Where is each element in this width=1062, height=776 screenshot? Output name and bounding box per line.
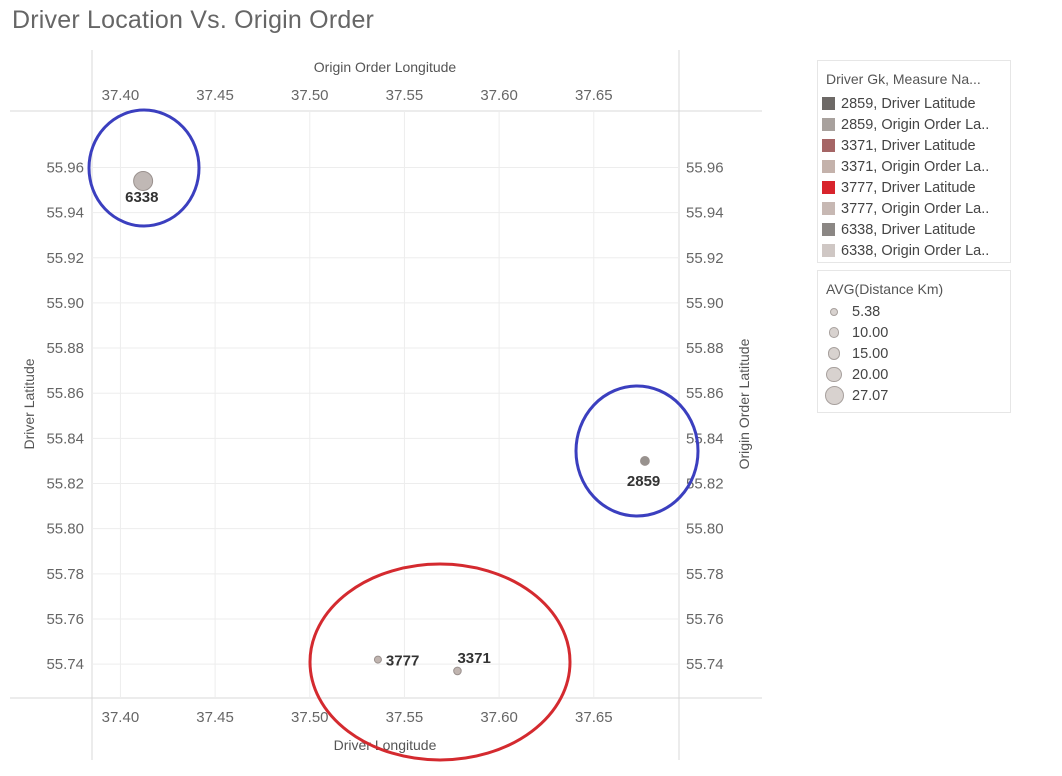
data-label-3371: 3371 [457, 650, 490, 667]
size-legend-label: 20.00 [852, 366, 889, 383]
size-legend-dot [830, 307, 838, 316]
y-tick-label: 55.86 [46, 385, 84, 402]
size-legend-item[interactable]: 10.00 [818, 322, 1010, 343]
y-axis-title: Driver Latitude [21, 358, 37, 449]
y-tick-label: 55.84 [46, 430, 84, 447]
color-legend-label: 3371, Origin Order La.. [841, 158, 990, 175]
y-tick-label: 55.96 [46, 159, 84, 176]
size-legend-dot [827, 347, 841, 360]
color-legend-item[interactable]: 3777, Origin Order La.. [818, 198, 1010, 219]
data-point-2859[interactable] [640, 456, 650, 466]
y-tick-label: 55.90 [46, 295, 84, 312]
color-legend-title: Driver Gk, Measure Na... [826, 71, 981, 87]
size-legend-item[interactable]: 15.00 [818, 343, 1010, 364]
y2-tick-label: 55.90 [686, 295, 724, 312]
y-tick-label: 55.74 [46, 656, 84, 673]
data-label-2859: 2859 [627, 473, 660, 490]
y2-axis-title: Origin Order Latitude [736, 338, 752, 469]
size-legend-label: 10.00 [852, 324, 889, 341]
color-legend-label: 3777, Driver Latitude [841, 179, 976, 196]
data-point-3777[interactable] [373, 655, 382, 664]
color-legend-item[interactable]: 3371, Driver Latitude [818, 135, 1010, 156]
size-legend-item[interactable]: 5.38 [818, 301, 1010, 322]
x-axis-title: Driver Longitude [334, 737, 437, 753]
size-legend-label: 5.38 [852, 303, 881, 320]
x2-tick-label: 37.40 [102, 87, 140, 104]
color-legend-label: 6338, Driver Latitude [841, 221, 976, 238]
y2-tick-label: 55.94 [686, 205, 724, 222]
x-tick-label: 37.65 [575, 709, 613, 726]
size-legend-item[interactable]: 20.00 [818, 364, 1010, 385]
color-legend-item[interactable]: 2859, Driver Latitude [818, 93, 1010, 114]
data-point-3371[interactable] [453, 666, 462, 676]
color-legend-item[interactable]: 3777, Driver Latitude [818, 177, 1010, 198]
chart-title: Driver Location Vs. Origin Order [12, 6, 375, 34]
y2-tick-label: 55.86 [686, 385, 724, 402]
y2-tick-label: 55.74 [686, 656, 724, 673]
y2-tick-label: 55.92 [686, 250, 724, 267]
y-tick-label: 55.88 [46, 340, 84, 357]
x2-tick-label: 37.50 [291, 87, 329, 104]
legend-swatch [822, 97, 835, 110]
y-tick-label: 55.80 [46, 521, 84, 538]
y2-tick-label: 55.78 [686, 566, 724, 583]
y-tick-label: 55.94 [46, 205, 84, 222]
x-tick-label: 37.50 [291, 709, 329, 726]
color-legend-item[interactable]: 6338, Origin Order La.. [818, 240, 1010, 261]
y2-tick-label: 55.96 [686, 159, 724, 176]
y-tick-label: 55.78 [46, 566, 84, 583]
color-legend[interactable]: Driver Gk, Measure Na... 2859, Driver La… [817, 60, 1011, 263]
legend-swatch [822, 160, 835, 173]
scatter-chart[interactable]: 37.40 37.40 37.45 37.45 37.50 37.50 37.55 37.55… [0, 0, 800, 776]
legend-swatch [822, 223, 835, 236]
color-legend-item[interactable]: 6338, Driver Latitude [818, 219, 1010, 240]
color-legend-label: 2859, Driver Latitude [841, 95, 976, 112]
x-tick-label: 37.40 [102, 709, 140, 726]
annotation-ellipse-2859 [574, 384, 700, 518]
size-legend-label: 15.00 [852, 345, 889, 362]
legend-swatch [822, 139, 835, 152]
size-legend-title: AVG(Distance Km) [826, 281, 944, 297]
size-legend[interactable]: AVG(Distance Km) 5.38 10.00 15.00 20.00 27.0… [817, 270, 1011, 413]
y2-tick-label: 55.80 [686, 521, 724, 538]
x2-tick-label: 37.65 [575, 87, 613, 104]
color-legend-label: 2859, Origin Order La.. [841, 116, 990, 133]
size-legend-label: 27.07 [852, 387, 889, 404]
data-label-6338: 6338 [125, 189, 158, 206]
y-tick-label: 55.76 [46, 611, 84, 628]
x2-tick-label: 37.45 [196, 87, 234, 104]
legend-swatch [822, 244, 835, 257]
legend-swatch [822, 181, 835, 194]
color-legend-label: 3371, Driver Latitude [841, 137, 976, 154]
y2-tick-label: 55.84 [686, 430, 724, 447]
x2-axis-title: Origin Order Longitude [314, 59, 457, 75]
y-tick-label: 55.82 [46, 476, 84, 493]
annotation-ellipse-6338 [87, 108, 201, 228]
size-legend-dot [828, 327, 840, 338]
size-legend-dot [824, 386, 844, 405]
legend-swatch [822, 118, 835, 131]
color-legend-item[interactable]: 3371, Origin Order La.. [818, 156, 1010, 177]
data-label-3777: 3777 [386, 653, 419, 670]
size-legend-dot [826, 366, 842, 383]
x2-tick-label: 37.55 [386, 87, 424, 104]
legend-swatch [822, 202, 835, 215]
x-tick-label: 37.45 [196, 709, 234, 726]
y2-tick-label: 55.88 [686, 340, 724, 357]
color-legend-label: 6338, Origin Order La.. [841, 242, 990, 259]
color-legend-item[interactable]: 2859, Origin Order La.. [818, 114, 1010, 135]
size-legend-item[interactable]: 27.07 [818, 385, 1010, 406]
color-legend-label: 3777, Origin Order La.. [841, 200, 990, 217]
data-point-6338[interactable] [133, 170, 154, 191]
y-tick-label: 55.92 [46, 250, 84, 267]
y2-tick-label: 55.82 [686, 476, 724, 493]
x-tick-label: 37.55 [386, 709, 424, 726]
annotation-ellipse-3777-3371 [308, 562, 572, 762]
y2-tick-label: 55.76 [686, 611, 724, 628]
x2-tick-label: 37.60 [480, 87, 518, 104]
x-tick-label: 37.60 [480, 709, 518, 726]
